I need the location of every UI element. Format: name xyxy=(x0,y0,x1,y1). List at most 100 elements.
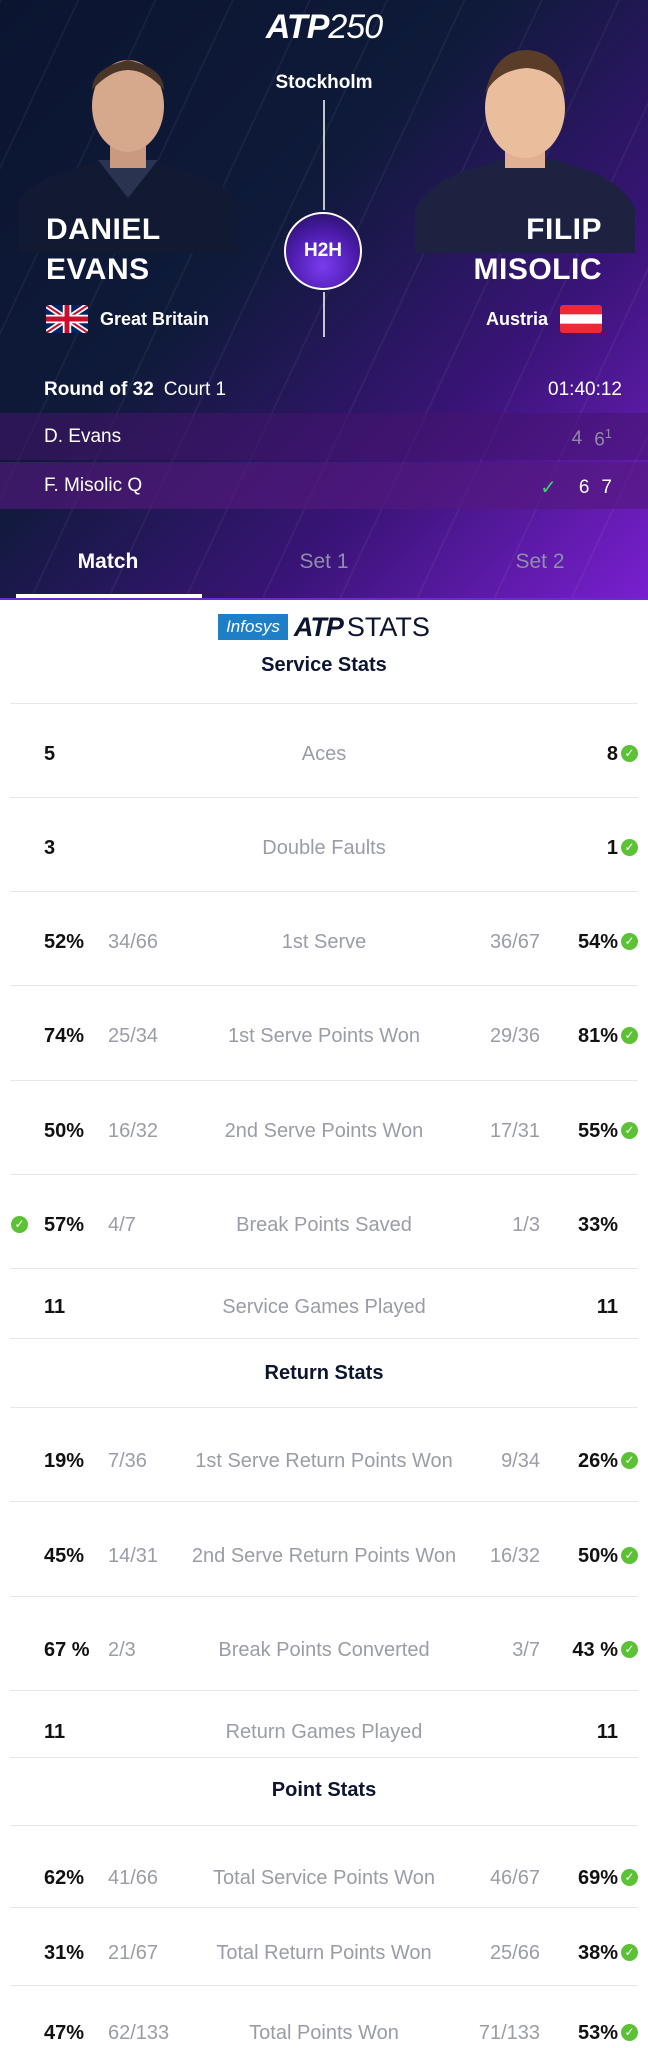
player2-photo xyxy=(415,28,635,253)
stat-row: 11 Service Games Played 11 xyxy=(0,1286,648,1326)
stat-row: 52% 34/66 1st Serve 36/67 54% ✓ xyxy=(0,921,648,961)
player1-stat-value: 19% xyxy=(44,1450,85,1472)
player1-stat-value: 57% xyxy=(44,1214,85,1236)
row-divider xyxy=(10,797,638,798)
tab-match[interactable]: Match xyxy=(77,550,139,573)
stat-label: Total Return Points Won xyxy=(216,1942,432,1964)
logo-number: 250 xyxy=(328,8,383,46)
player2-stat-ratio: 3/7 xyxy=(512,1639,540,1661)
winner-check-icon: ✓ xyxy=(540,477,557,499)
h2h-divider-top xyxy=(323,100,325,210)
set1-score: 6 xyxy=(578,476,590,498)
winner-check-icon: ✓ xyxy=(621,2024,638,2041)
great-britain-flag-icon xyxy=(46,305,88,333)
player1-stat-ratio: 34/66 xyxy=(108,931,159,953)
h2h-button[interactable]: H2H xyxy=(284,212,362,290)
round-info: Round of 32 Court 1 xyxy=(44,379,226,401)
austria-flag-icon xyxy=(560,305,602,333)
tab-set-2[interactable]: Set 2 xyxy=(515,550,565,573)
row-divider xyxy=(10,1080,638,1081)
stats-tabs: Match Set 1 Set 2 xyxy=(0,530,648,600)
stat-row: 31% 21/67 Total Return Points Won 25/66 38% ✓ xyxy=(0,1932,648,1972)
atp-logo-text: ATP xyxy=(293,611,344,642)
player1-stat-ratio: 25/34 xyxy=(108,1025,159,1047)
score-player1-name: D. Evans xyxy=(44,426,122,447)
player2-stat-ratio: 17/31 xyxy=(489,1120,540,1142)
player2-stat-ratio: 36/67 xyxy=(489,931,540,953)
player1-stat-value: 45% xyxy=(44,1545,85,1567)
section-title: Return Stats xyxy=(264,1362,384,1384)
stat-label: Service Games Played xyxy=(222,1296,426,1318)
player1-stat-value: 5 xyxy=(44,743,56,765)
tab-set-1[interactable]: Set 1 xyxy=(299,550,349,573)
stat-label: Break Points Saved xyxy=(236,1214,412,1236)
player1-stat-value: 62% xyxy=(44,1867,85,1889)
stat-row: 47% 62/133 Total Points Won 71/133 53% ✓ xyxy=(0,2012,648,2048)
tournament-logo: ATP250 xyxy=(0,8,648,47)
row-divider xyxy=(10,1501,638,1502)
tournament-city: Stockholm xyxy=(275,72,373,93)
tiebreak-score: 1 xyxy=(604,426,612,441)
stats-brand: Infosys ATP STATS xyxy=(0,612,648,642)
stat-row: 67 % 2/3 Break Points Converted 3/7 43 % ✓ xyxy=(0,1629,648,1669)
player1-stat-value: 11 xyxy=(44,1721,66,1743)
player2-stat-ratio: 1/3 xyxy=(512,1214,540,1236)
stat-label: 2nd Serve Return Points Won xyxy=(191,1545,457,1567)
player2-stat-ratio: 71/133 xyxy=(478,2022,540,2044)
winner-check-icon: ✓ xyxy=(621,1122,638,1139)
player1-stat-value: 67 % xyxy=(44,1639,90,1661)
player2-first-name: FILIP xyxy=(526,213,602,246)
stats-logo-text: STATS xyxy=(346,611,430,642)
player2-stat-value: 50% xyxy=(577,1545,618,1567)
player2-stat-ratio: 16/32 xyxy=(489,1545,540,1567)
set2-games: 6 xyxy=(594,429,605,451)
stat-label: Double Faults xyxy=(262,837,386,859)
player1-stat-value: 74% xyxy=(44,1025,85,1047)
stat-row: 45% 14/31 2nd Serve Return Points Won 16/32… xyxy=(0,1535,648,1575)
player2-stat-value: 26% xyxy=(577,1450,618,1472)
active-tab-indicator xyxy=(16,594,202,600)
row-divider xyxy=(10,1268,638,1269)
row-divider xyxy=(10,985,638,986)
player1-name: DANIEL EVANS xyxy=(46,210,161,290)
stat-label: 1st Serve xyxy=(281,931,367,953)
sponsor-logo: Infosys xyxy=(218,614,288,640)
stat-row: 50% 16/32 2nd Serve Points Won 17/31 55% ✓ xyxy=(0,1110,648,1150)
row-divider xyxy=(10,1825,638,1826)
winner-check-icon: ✓ xyxy=(621,839,638,856)
stat-label: 2nd Serve Points Won xyxy=(224,1120,424,1142)
winner-check-icon: ✓ xyxy=(11,1216,28,1233)
player2-stat-value: 43 % xyxy=(572,1639,618,1661)
player1-stat-value: 50% xyxy=(44,1120,85,1142)
h2h-divider-bottom xyxy=(323,292,325,337)
player1-stat-value: 52% xyxy=(44,931,85,953)
stat-label: Total Points Won xyxy=(249,2022,399,2044)
player2-stat-value: 11 xyxy=(596,1296,618,1318)
row-divider xyxy=(10,1757,638,1758)
row-divider xyxy=(10,1596,638,1597)
player1-last-name: EVANS xyxy=(46,253,150,286)
winner-check-icon: ✓ xyxy=(621,933,638,950)
player2-last-name: MISOLIC xyxy=(473,253,602,286)
row-divider xyxy=(10,1690,638,1691)
stat-row: 62% 41/66 Total Service Points Won 46/67 69%… xyxy=(0,1857,648,1897)
stat-row: 19% 7/36 1st Serve Return Points Won 9/34 26… xyxy=(0,1440,648,1480)
row-divider xyxy=(10,1174,638,1175)
winner-check-icon: ✓ xyxy=(621,745,638,762)
set2-score: 61 xyxy=(594,426,612,451)
player2-stat-value: 53% xyxy=(577,2022,618,2044)
player1-stat-ratio: 16/32 xyxy=(108,1120,159,1142)
header-bottom-border xyxy=(0,598,648,600)
stat-label: Total Service Points Won xyxy=(213,1867,435,1889)
row-divider xyxy=(10,1907,638,1908)
winner-check-icon: ✓ xyxy=(621,1869,638,1886)
stat-row: 5 Aces 8 ✓ xyxy=(0,733,648,773)
player2-stat-ratio: 46/67 xyxy=(489,1867,540,1889)
player1-stat-ratio: 41/66 xyxy=(108,1867,159,1889)
player1-photo xyxy=(18,28,238,253)
winner-check-icon: ✓ xyxy=(621,1944,638,1961)
player1-country-name: Great Britain xyxy=(100,308,210,329)
stat-row: 11 Return Games Played 11 xyxy=(0,1711,648,1751)
player2-stat-value: 11 xyxy=(596,1721,618,1743)
row-divider xyxy=(10,891,638,892)
